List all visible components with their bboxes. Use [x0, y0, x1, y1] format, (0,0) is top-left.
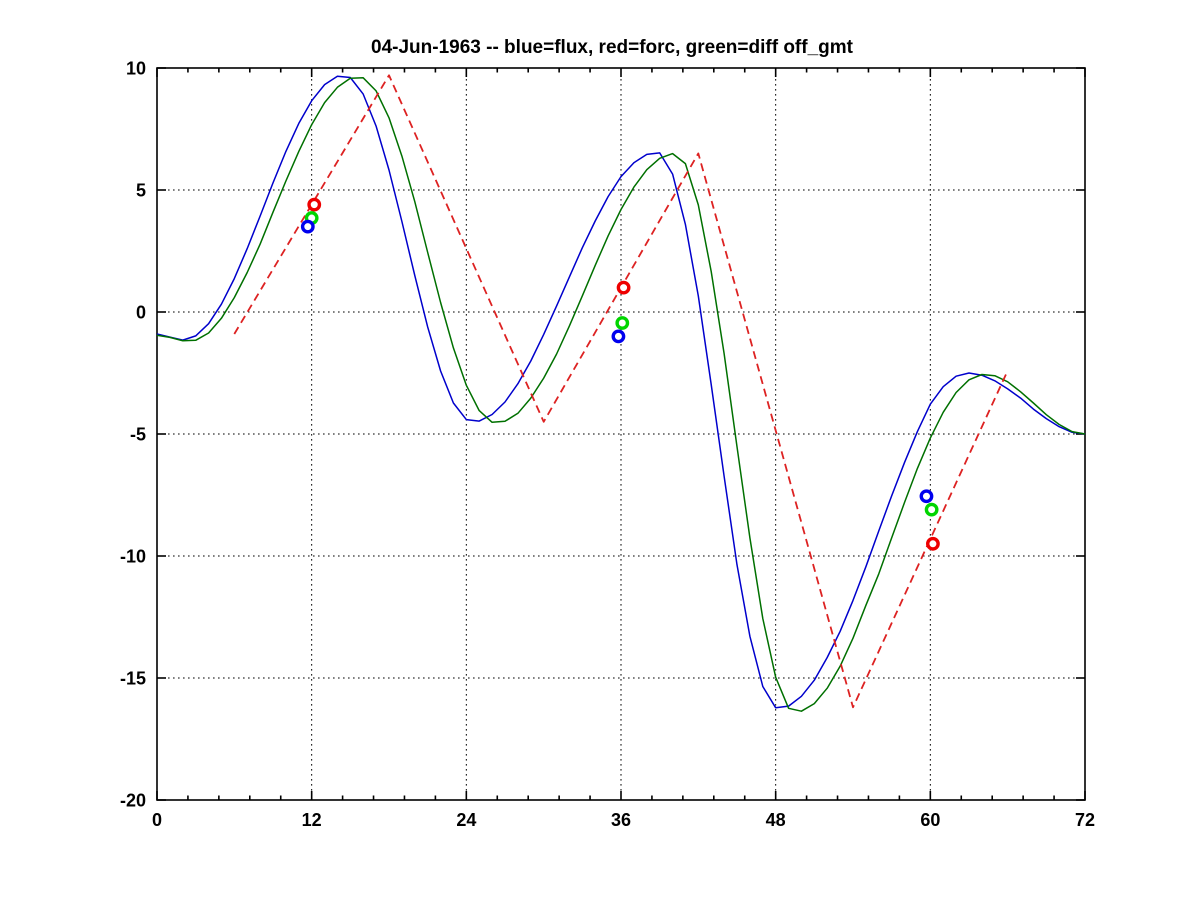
flux-points-marker — [300, 219, 315, 234]
y-tick-label: -10 — [120, 547, 146, 567]
y-tick-label: 10 — [126, 59, 146, 79]
y-tick-label: -15 — [120, 669, 146, 689]
diff-points-marker — [615, 316, 630, 330]
x-tick-label: 0 — [152, 810, 162, 830]
flux-points-marker — [611, 329, 626, 344]
chart-title: 04-Jun-1963 -- blue=flux, red=forc, gree… — [371, 37, 854, 58]
flux-curve — [156, 75, 1086, 709]
x-tick-label: 12 — [302, 810, 322, 830]
forc-points-marker — [926, 536, 940, 551]
forc-points-marker — [307, 197, 322, 212]
diff-curve — [156, 77, 1086, 712]
plot-generated-layer: 0 12 24 36 48 60 72 -20 -15 -10 -5 0 5 10 — [120, 59, 1095, 831]
x-tick-label: 48 — [766, 810, 786, 830]
y-tick-label: 5 — [136, 181, 146, 201]
forc-points-marker — [616, 280, 631, 295]
x-tick-label: 60 — [920, 810, 940, 830]
x-tick-label: 36 — [611, 810, 631, 830]
diff-points-marker — [924, 502, 939, 517]
y-tick-label: -20 — [120, 791, 146, 811]
x-tick-label: 24 — [456, 810, 476, 830]
flux-points-marker — [919, 489, 934, 504]
y-tick-label: 0 — [136, 303, 146, 323]
y-tick-label: -5 — [130, 425, 146, 445]
x-tick-label: 72 — [1075, 810, 1095, 830]
